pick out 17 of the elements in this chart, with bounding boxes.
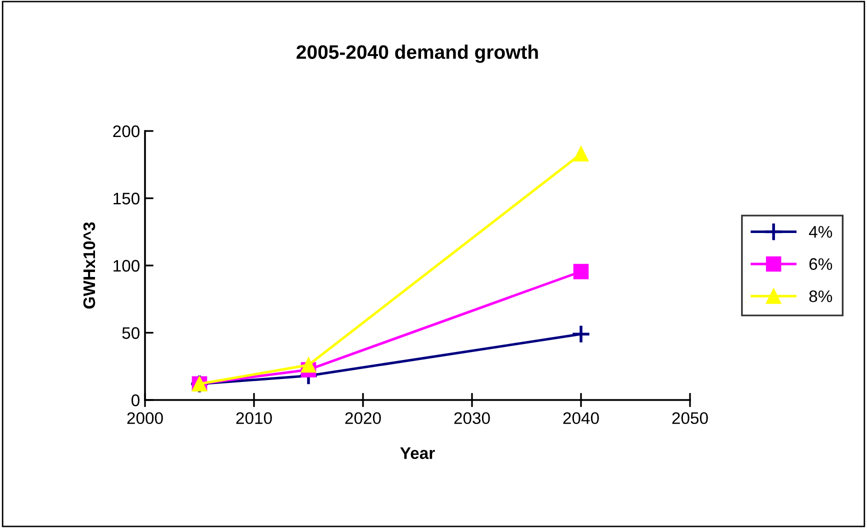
x-tick-label: 2010 <box>236 412 272 424</box>
legend-label: 6% <box>809 258 832 270</box>
y-axis-title: GWHx10^3 <box>83 222 96 309</box>
chart-title: 2005-2040 demand growth <box>296 44 538 63</box>
y-tick-label: 200 <box>113 125 140 138</box>
x-tick-label: 2000 <box>127 412 163 424</box>
x-tick-label: 2050 <box>672 412 708 424</box>
y-tick-label: 0 <box>132 394 140 406</box>
y-tick-label: 150 <box>114 192 140 204</box>
x-tick-label: 2040 <box>563 412 599 424</box>
y-tick-label: 50 <box>122 327 140 339</box>
x-tick-label: 2020 <box>345 412 381 424</box>
x-axis-title: Year <box>400 447 435 460</box>
y-tick-label: 100 <box>114 260 140 272</box>
legend-label: 8% <box>809 290 832 302</box>
legend-label: 4% <box>808 226 832 238</box>
x-tick-label: 2030 <box>454 412 490 424</box>
